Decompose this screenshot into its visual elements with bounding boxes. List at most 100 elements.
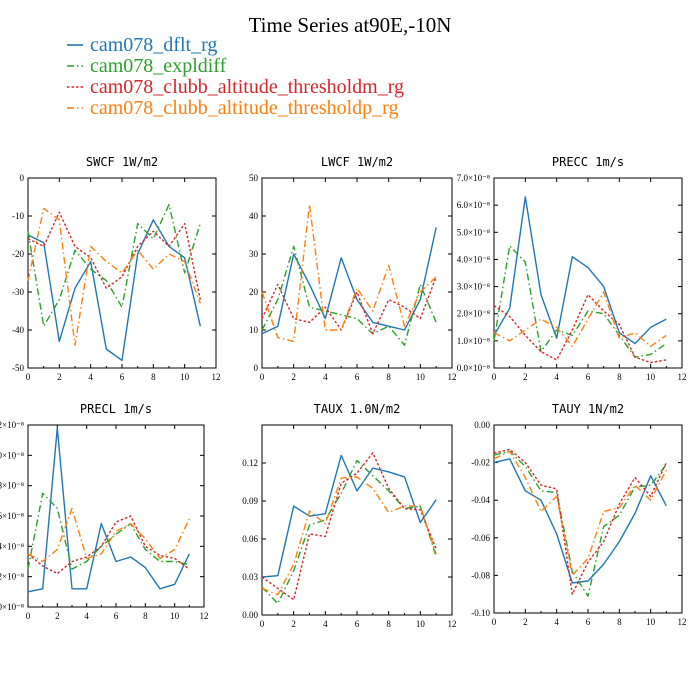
series-line xyxy=(261,276,437,335)
chart-panel: TAUY 1N/m2 0 2 4 6 8 10 12 -0.10 -0.08 -0.06 -0.04 -… xyxy=(471,402,686,627)
x-tick-label: 10 xyxy=(180,372,190,382)
series-line xyxy=(27,492,190,570)
plot-frame xyxy=(493,177,683,369)
y-tick-label: 20 xyxy=(249,287,259,297)
legend-label: cam078_clubb_altitude_thresholdp_rg xyxy=(90,97,398,119)
y-tick-label: 0.0×10⁻⁸ xyxy=(457,363,490,373)
y-tick-label: 0.09 xyxy=(242,496,258,506)
y-tick-label: 40 xyxy=(249,211,259,221)
x-tick-label: 2 xyxy=(55,611,60,621)
series-line xyxy=(27,207,201,346)
y-tick-label: 8×10⁻⁸ xyxy=(0,481,24,491)
series-line xyxy=(493,245,667,358)
series-line xyxy=(27,219,201,362)
plot-frame xyxy=(261,177,453,369)
y-tick-label: 30 xyxy=(249,249,259,259)
y-tick-label: 0.00 xyxy=(474,420,490,430)
x-tick-label: 4 xyxy=(323,619,328,629)
y-tick-label: 12×10⁻⁸ xyxy=(0,420,24,430)
y-tick-label: -0.10 xyxy=(471,608,490,618)
series-line xyxy=(493,448,667,595)
x-tick-label: 0 xyxy=(492,617,497,627)
legend-label: cam078_clubb_altitude_thresholdm_rg xyxy=(90,76,404,98)
y-tick-label: 0.06 xyxy=(242,534,258,544)
y-tick-label: -30 xyxy=(12,287,24,297)
series-line xyxy=(261,476,437,596)
y-tick-label: 6.0×10⁻⁸ xyxy=(457,200,490,210)
y-tick-label: 10 xyxy=(249,325,259,335)
x-tick-label: 10 xyxy=(416,619,426,629)
series-line xyxy=(261,454,437,578)
x-tick-label: 12 xyxy=(200,611,209,621)
y-tick-label: -50 xyxy=(12,363,24,373)
x-tick-label: 4 xyxy=(84,611,89,621)
x-tick-label: 2 xyxy=(523,372,528,382)
y-tick-label: 0 xyxy=(254,363,259,373)
x-tick-label: 0 xyxy=(26,372,31,382)
y-tick-label: -0.06 xyxy=(471,533,490,543)
x-tick-label: 8 xyxy=(617,372,622,382)
x-tick-label: 4 xyxy=(554,617,559,627)
x-tick-label: 0 xyxy=(492,372,497,382)
series-line xyxy=(261,452,437,601)
y-tick-label: 2.0×10⁻⁸ xyxy=(457,309,490,319)
y-tick-label: -10 xyxy=(12,211,24,221)
series-line xyxy=(493,450,667,597)
y-tick-label: 6×10⁻⁸ xyxy=(0,511,24,521)
y-tick-label: -20 xyxy=(12,249,24,259)
y-tick-label: -0.08 xyxy=(471,570,490,580)
y-tick-label: 7.0×10⁻⁸ xyxy=(457,173,490,183)
legend-label: cam078_dflt_rg xyxy=(90,34,217,56)
y-tick-label: 0.03 xyxy=(242,572,258,582)
chart-title: PRECL 1m/s xyxy=(80,402,152,416)
x-tick-label: 10 xyxy=(170,611,180,621)
legend-label: cam078_expldiff xyxy=(90,55,227,77)
x-tick-label: 12 xyxy=(678,617,687,627)
x-tick-label: 12 xyxy=(448,619,457,629)
series-line xyxy=(493,450,667,577)
series-line xyxy=(493,196,667,345)
y-tick-label: 3.0×10⁻⁸ xyxy=(457,282,490,292)
series-line xyxy=(493,291,667,347)
y-tick-label: -40 xyxy=(12,325,24,335)
series-line xyxy=(27,211,201,300)
y-tick-label: 0×10⁻⁸ xyxy=(0,602,24,612)
x-tick-label: 6 xyxy=(586,372,591,382)
y-tick-label: 10×10⁻⁸ xyxy=(0,450,24,460)
x-tick-label: 4 xyxy=(554,372,559,382)
y-tick-label: 1.0×10⁻⁸ xyxy=(457,336,490,346)
x-tick-label: 4 xyxy=(323,372,328,382)
x-tick-label: 12 xyxy=(678,372,687,382)
x-tick-label: 10 xyxy=(646,617,656,627)
y-tick-label: 5.0×10⁻⁸ xyxy=(457,227,490,237)
series-line xyxy=(493,294,667,364)
series-line xyxy=(27,507,190,563)
y-tick-label: 2×10⁻⁸ xyxy=(0,572,24,582)
x-tick-label: 10 xyxy=(646,372,656,382)
series-line xyxy=(27,203,201,327)
x-tick-label: 0 xyxy=(260,619,265,629)
chart-panel: TAUX 1.0N/m2 0 2 4 6 8 10 12 0.00 0.03 0.06 0.09 0.1… xyxy=(242,402,456,629)
x-tick-label: 8 xyxy=(386,619,391,629)
y-tick-label: -0.04 xyxy=(471,495,490,505)
panels: SWCF 1W/m20 2 4 6 8 10 12-50-40-30-20-100LWCF … xyxy=(0,155,687,629)
x-tick-label: 6 xyxy=(586,617,591,627)
x-tick-label: 2 xyxy=(57,372,62,382)
chart-panel: LWCF 1W/m2 0 2 4 6 8 10 12 0 10 20 30 40 50 xyxy=(249,155,457,382)
x-tick-label: 2 xyxy=(291,619,296,629)
series-line xyxy=(27,427,190,593)
y-tick-label: 0.00 xyxy=(242,610,258,620)
x-tick-label: 8 xyxy=(617,617,622,627)
series-line xyxy=(261,245,437,346)
x-tick-label: 2 xyxy=(523,617,528,627)
series-line xyxy=(261,203,437,343)
y-tick-label: 50 xyxy=(249,173,259,183)
x-tick-label: 0 xyxy=(26,611,31,621)
y-tick-label: 4.0×10⁻⁸ xyxy=(457,254,490,264)
chart-title: TAUX 1.0N/m2 xyxy=(314,402,401,416)
y-tick-label: -0.02 xyxy=(471,458,490,468)
x-tick-label: 8 xyxy=(386,372,391,382)
x-tick-label: 8 xyxy=(143,611,148,621)
x-tick-label: 6 xyxy=(120,372,125,382)
